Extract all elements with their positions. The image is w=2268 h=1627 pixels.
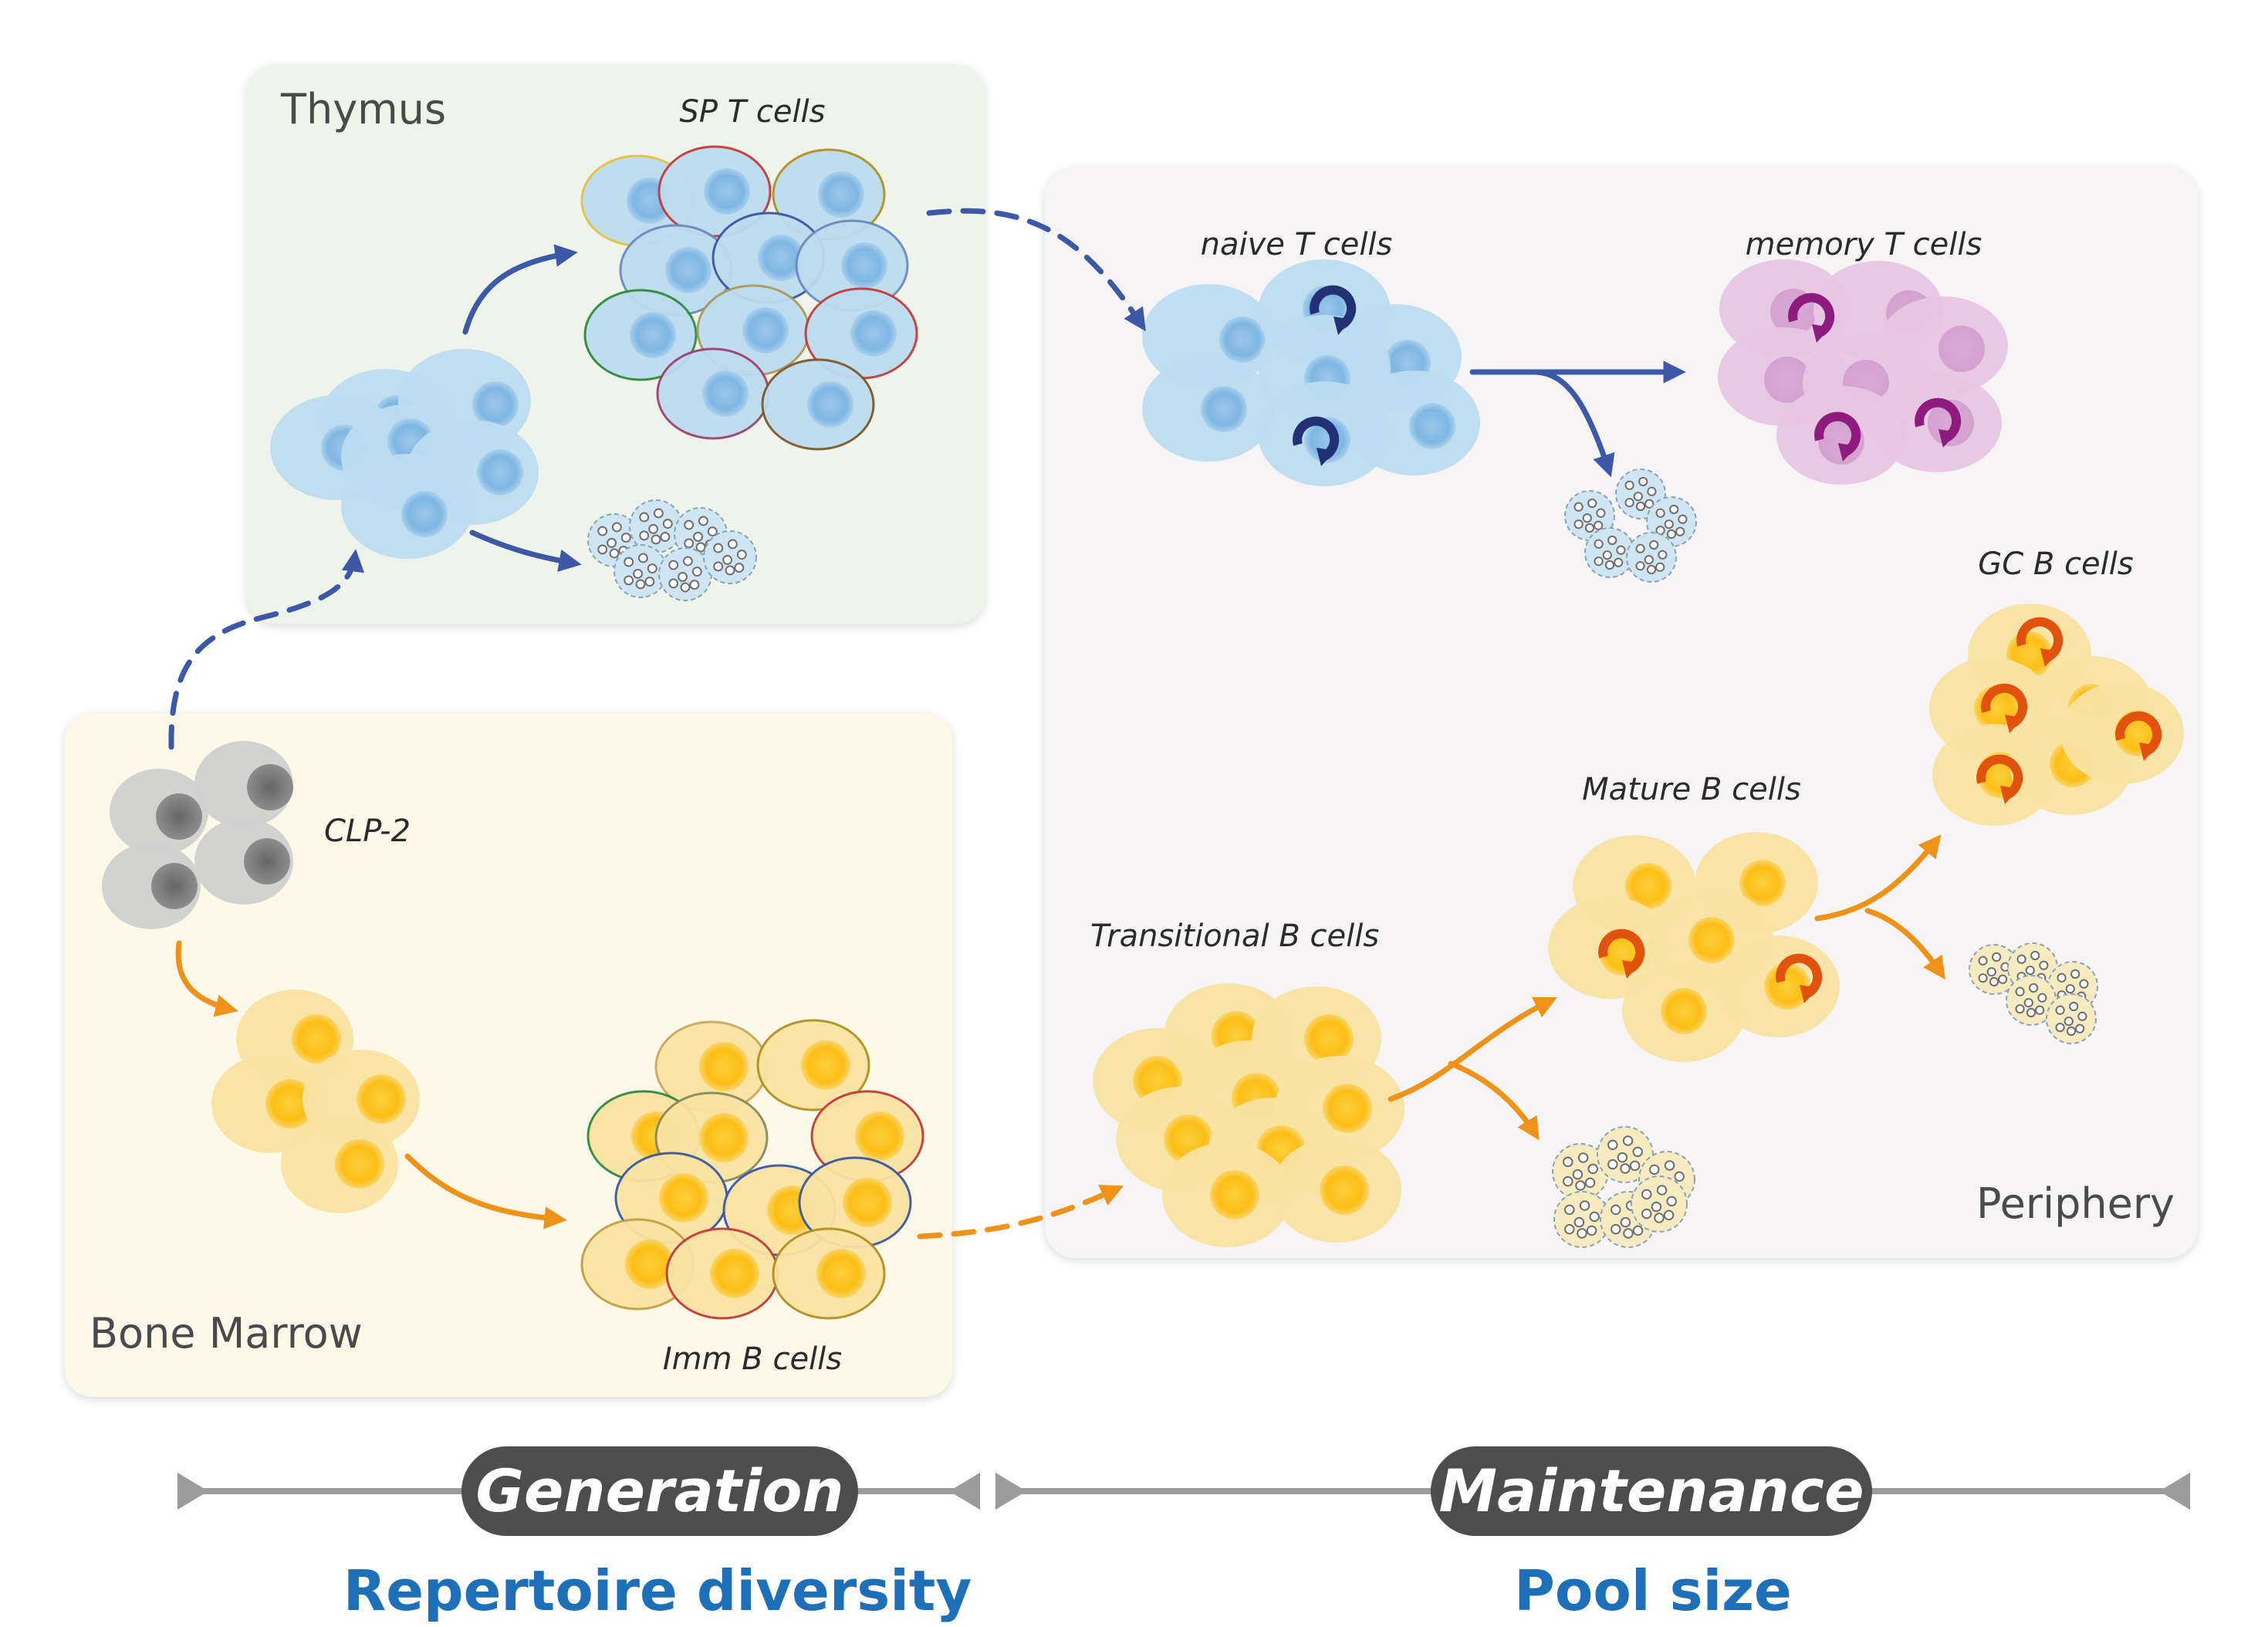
gc-proliferation-icon [2016, 617, 2064, 667]
naive-t-cell [1142, 357, 1275, 462]
naive-proliferation-icon [1310, 285, 1357, 335]
naive-t-cell [1142, 284, 1275, 389]
apoptotic-b-cell-icon [1969, 944, 2020, 995]
apoptotic-b-cell-icon [1553, 1191, 1611, 1248]
apoptotic-b-cell-icon [2006, 975, 2057, 1026]
generation-pill [461, 1446, 858, 1536]
memory-t-cell [1872, 374, 2002, 472]
arrow-transitional-to-mature [1388, 996, 1557, 1102]
repertoire-diversity-label: Repertoire diversity [343, 1558, 972, 1623]
memory-proliferation-icon [1915, 397, 1962, 448]
mature-proliferation-icon [1776, 953, 1823, 1003]
sp-t-cell [583, 289, 698, 381]
arrow-prob-to-imm-b [404, 1153, 567, 1230]
immature-b-cell [665, 1227, 779, 1320]
arrow-thymocytes-to-apoptosis [469, 529, 582, 572]
clp2-label: CLP-2 [324, 814, 411, 849]
arrow-sp-to-naive [926, 208, 1146, 332]
gc-b-cells-label: GC B cells [1978, 546, 2133, 582]
generation-right-cap [949, 1473, 980, 1510]
arrow-transitional-to-apoptosis [1448, 1060, 1540, 1141]
sp-t-cell [657, 145, 772, 238]
thymocyte-cell [341, 454, 474, 559]
bone-marrow-label: Bone Marrow [90, 1309, 363, 1358]
memory-proliferation-icon [1814, 411, 1861, 462]
generation-label: Generation [475, 1456, 843, 1525]
mature-b-cells-label: Mature B cells [1582, 772, 1801, 807]
clp2-cell [194, 818, 293, 905]
immature-b-cell [798, 1156, 912, 1249]
maintenance-pill [1431, 1446, 1872, 1536]
arrow-imm-b-to-transitional [917, 1185, 1124, 1240]
memory-proliferation-icon [1788, 293, 1835, 343]
transitional-b-cell [1272, 1138, 1401, 1243]
maintenance-label: Maintenance [1438, 1456, 1864, 1525]
arrow-thymocytes-to-sp [462, 244, 578, 335]
pre-b-cell [281, 1115, 398, 1213]
arrows [168, 208, 1945, 1240]
apoptotic-t-cell-icon [613, 544, 668, 598]
imm-b-cells-label: Imm B cells [663, 1341, 842, 1377]
naive-proliferation-icon [1293, 416, 1340, 466]
mature-b-cell [1622, 960, 1746, 1062]
immature-b-cell [654, 1020, 769, 1113]
timeline: Generation Maintenance Repertoire divers… [177, 1446, 2190, 1623]
immature-b-cell [756, 1019, 870, 1111]
apoptotic-t-cell-icon [1626, 532, 1677, 583]
arrow-clp2-to-thymus [168, 549, 365, 750]
periphery-label: Periphery [1976, 1179, 2175, 1228]
pool-size-label: Pool size [1514, 1558, 1792, 1623]
clp2-cell [110, 769, 208, 855]
immature-b-cell [772, 1227, 886, 1320]
naive-t-cell [1258, 381, 1391, 486]
apoptotic-t-cell-icon [1584, 527, 1635, 578]
transitional-b-cells-label: Transitional B cells [1090, 918, 1379, 954]
sp-t-cell [804, 287, 918, 380]
apoptotic-b-cell-icon [2046, 993, 2097, 1044]
memory-t-cells-label: memory T cells [1746, 227, 1982, 262]
sp-t-cells-label: SP T cells [679, 94, 825, 130]
arrow-naive-to-apoptosis [1533, 369, 1615, 478]
sp-t-cell [772, 148, 886, 241]
apoptotic-b-cell-icon [1631, 1175, 1688, 1233]
naive-t-cells-label: naive T cells [1201, 227, 1393, 262]
sp-t-cell [795, 219, 909, 312]
clp2-cell [102, 843, 201, 929]
apoptotic-b-cell-icon [1597, 1126, 1654, 1183]
cells-layer [102, 145, 2184, 1320]
gc-proliferation-icon [1981, 683, 2028, 733]
arrow-clp2-to-prob [175, 940, 238, 1017]
clp2-cell [194, 741, 293, 827]
arrow-mature-to-apoptosis [1864, 908, 1945, 980]
apoptotic-t-cell-icon [658, 547, 712, 601]
gc-proliferation-icon [2115, 711, 2162, 761]
thymus-label: Thymus [280, 85, 446, 134]
sp-t-cell [656, 347, 770, 440]
gc-proliferation-icon [1976, 754, 2023, 804]
apoptotic-t-cell-icon [629, 499, 683, 553]
transitional-b-cell [1162, 1142, 1292, 1247]
maintenance-left-cap [995, 1473, 1026, 1510]
apoptotic-t-cell-icon [1564, 490, 1615, 541]
maintenance-right-cap [2159, 1473, 2190, 1510]
arrow-mature-to-gc [1814, 834, 1942, 922]
mature-proliferation-icon [1598, 929, 1645, 979]
sp-t-cell [761, 358, 875, 451]
generation-left-cap [177, 1473, 208, 1510]
apoptotic-t-cell-icon [703, 530, 757, 584]
